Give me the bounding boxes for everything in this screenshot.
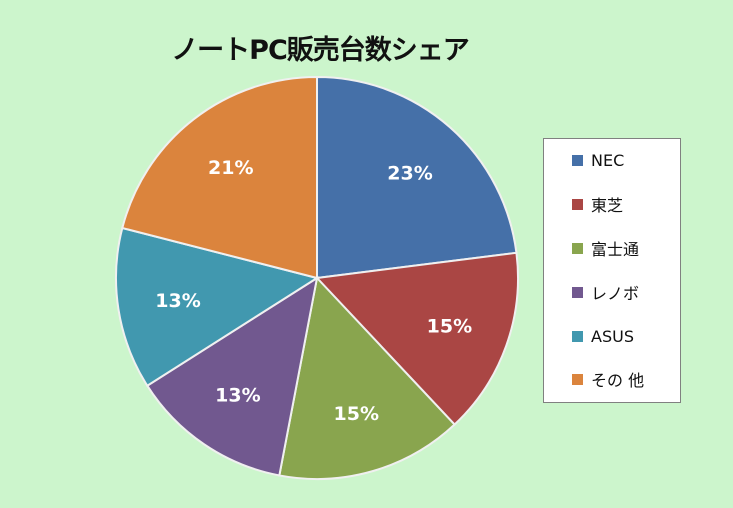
legend-label: ASUS (591, 326, 634, 346)
legend-item: NEC (572, 150, 624, 170)
slice-data-label: 15% (334, 403, 379, 425)
legend-label: レノボ (591, 284, 640, 303)
legend-item: その 他 (572, 369, 645, 390)
slice-data-label: 15% (427, 316, 472, 338)
slice-data-label: 21% (208, 157, 253, 179)
legend-label: 東芝 (591, 196, 624, 215)
legend-label: その 他 (591, 371, 645, 390)
legend-item: ASUS (572, 326, 634, 346)
pie-slice-5 (115, 226, 320, 388)
legend-item: 富士通 (572, 238, 640, 259)
legend-swatch (572, 330, 583, 342)
legend-swatch (572, 286, 583, 298)
legend-label: 富士通 (591, 240, 640, 259)
slice-data-label: 23% (387, 162, 432, 184)
legend-label: NEC (591, 150, 625, 170)
pie-slice-3 (278, 275, 457, 480)
legend-item: レノボ (572, 282, 640, 303)
slice-data-label: 13% (215, 384, 260, 406)
legend-item: 東芝 (572, 194, 624, 215)
legend-swatch (572, 373, 583, 385)
legend: NEC 東芝富士通レノボ ASUS その 他 (543, 138, 681, 403)
pie-slice-6 (121, 75, 318, 280)
slice-data-label: 13% (155, 290, 200, 312)
pie-slice-4 (145, 275, 319, 477)
pie-slice-2 (314, 251, 519, 426)
legend-swatch (572, 154, 583, 166)
legend-swatch (572, 198, 583, 210)
chart-title: ノートPC販売台数シェア (171, 35, 470, 66)
legend-swatch (572, 242, 583, 254)
pie-slice-1 (316, 75, 518, 280)
